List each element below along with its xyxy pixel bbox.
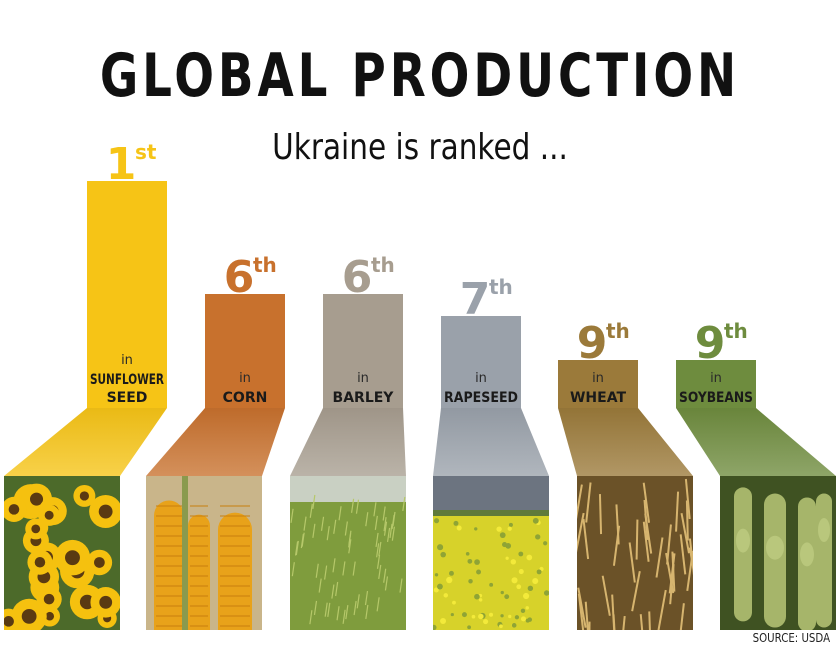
bar-group: 9th in WHEAT — [558, 318, 693, 630]
bar — [87, 181, 167, 408]
rank-label: 9 — [577, 318, 608, 369]
bar-fold — [558, 408, 693, 476]
crop-photo — [146, 476, 262, 630]
rank-suffix: th — [253, 253, 277, 277]
crop-photo — [577, 476, 693, 630]
in-label: in — [592, 371, 604, 386]
bar — [323, 294, 403, 408]
crop-label: BARLEY — [333, 390, 395, 406]
rank-suffix: th — [489, 275, 513, 299]
bar — [441, 316, 521, 408]
bar-group: 1st in SUNFLOWER SEED — [4, 139, 167, 630]
chart-subtitle: Ukraine is ranked ... — [272, 127, 568, 168]
crop-label: RAPESEED — [444, 390, 518, 406]
crop-label: WHEAT — [570, 390, 626, 406]
crop-label: SOYBEANS — [679, 390, 753, 406]
crop-label: SUNFLOWER — [90, 372, 164, 388]
rank-suffix: th — [371, 253, 395, 277]
bar-fold — [4, 408, 167, 476]
bar — [676, 360, 756, 408]
rank-label: 9 — [695, 318, 726, 369]
crop-photo — [290, 476, 406, 630]
bar-group: 6th in CORN — [146, 252, 285, 630]
crop-label: CORN — [223, 390, 268, 406]
bar-group: 6th in BARLEY — [290, 252, 406, 630]
rank-label: 6 — [224, 252, 255, 303]
bar-fold — [146, 408, 285, 476]
crop-photo — [720, 476, 836, 630]
rank-suffix: th — [724, 319, 748, 343]
in-label: in — [239, 371, 251, 386]
bar-group: 9th in SOYBEANS — [676, 318, 836, 630]
in-label: in — [710, 371, 722, 386]
bar-fold — [433, 408, 549, 476]
in-label: in — [475, 371, 487, 386]
bar-fold — [676, 408, 836, 476]
crop-label: SEED — [107, 390, 148, 406]
crop-photo — [4, 476, 120, 630]
bar-group: 7th in RAPESEED — [433, 274, 549, 630]
bar — [205, 294, 285, 408]
crop-photo — [433, 476, 549, 630]
rank-label: 6 — [342, 252, 373, 303]
chart-title: GLOBAL PRODUCTION — [99, 41, 741, 111]
bar-fold — [290, 408, 406, 476]
source-note: SOURCE: USDA — [752, 631, 830, 645]
in-label: in — [121, 353, 133, 368]
in-label: in — [357, 371, 369, 386]
rank-label: 1 — [106, 139, 137, 190]
rank-suffix: st — [135, 140, 157, 164]
rank-suffix: th — [606, 319, 630, 343]
bar — [558, 360, 638, 408]
rank-label: 7 — [460, 274, 491, 325]
